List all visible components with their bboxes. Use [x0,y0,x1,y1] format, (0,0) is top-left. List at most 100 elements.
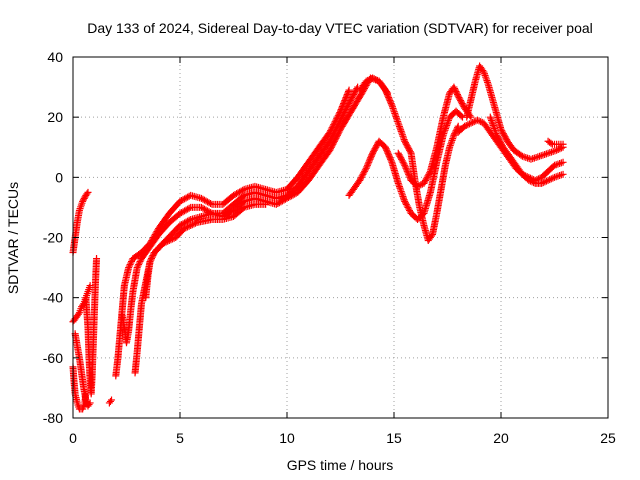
y-tick-label: -60 [43,350,63,366]
data-point [181,195,189,203]
data-point [399,158,407,166]
data-point [135,259,143,267]
data-point [330,137,338,145]
data-point [401,137,409,145]
data-point [387,155,395,163]
data-point [401,163,409,171]
data-point [455,94,463,102]
data-point [361,166,369,174]
data-point [233,190,241,198]
data-point [529,155,537,163]
data-point [371,145,379,153]
data-point [404,169,412,177]
data-point [452,88,460,96]
data-point [345,86,353,94]
data-point [182,224,190,232]
data-point [542,177,550,185]
data-point [372,143,380,151]
data-point [404,143,412,151]
data-point [332,134,340,142]
data-point [497,139,505,147]
series-arc-f [105,396,116,407]
data-point [181,207,189,215]
data-point [185,222,193,230]
data-point [134,262,142,270]
data-point [285,194,293,202]
data-point [343,91,351,99]
data-point [383,89,391,97]
data-point [278,197,286,205]
data-point [554,160,562,168]
data-point [446,142,454,150]
data-point [454,92,462,100]
series-arc-p [486,113,567,187]
data-point [176,209,184,217]
data-point [406,146,414,154]
data-point [126,261,134,269]
series-arc-m [394,83,475,190]
data-point [370,75,378,83]
data-point [359,170,367,178]
data-point [541,178,549,186]
data-point [482,73,490,81]
data-point [176,221,184,229]
x-tick-label: 15 [386,430,402,446]
data-point [149,252,157,260]
data-point [286,193,294,201]
data-point [497,125,505,133]
y-tick-label: -80 [43,410,63,426]
data-point [165,237,173,245]
data-point [367,152,375,160]
data-point [530,154,538,162]
data-point [470,118,478,126]
data-point [372,76,380,84]
data-point [162,238,170,246]
data-point [135,261,143,269]
data-point [349,92,357,100]
data-point [525,176,533,184]
data-point [396,152,404,160]
data-point [365,158,373,166]
data-point [350,91,358,99]
data-point [160,239,168,247]
data-point [538,179,546,187]
data-point [333,133,341,141]
data-point [384,149,392,157]
data-point [549,147,557,155]
series-arc-g [112,86,353,380]
data-point [403,167,411,175]
data-point [187,221,195,229]
data-point [344,89,352,97]
data-point [480,68,488,76]
data-point [493,131,501,139]
data-point [381,86,389,94]
data-point [450,131,458,139]
data-point [164,237,172,245]
data-point [387,100,395,108]
data-point [386,154,394,162]
data-point [225,209,233,217]
data-point [397,155,405,163]
data-point [382,88,390,96]
data-point [461,122,469,130]
data-point [74,310,82,318]
data-point [406,206,414,214]
data-point [542,150,550,158]
data-point [291,190,299,198]
data-point [421,178,429,186]
data-point [394,149,402,157]
data-point [556,172,564,180]
data-point [422,176,430,184]
data-point [456,95,464,103]
data-point [289,191,297,199]
data-point [451,85,459,93]
data-point [358,172,366,180]
data-point [518,152,526,160]
data-point [502,134,510,142]
data-point [85,400,93,408]
data-point [475,117,483,125]
data-point [182,206,190,214]
data-point [547,175,555,183]
series-arc-j [142,200,270,302]
data-point [202,197,210,205]
